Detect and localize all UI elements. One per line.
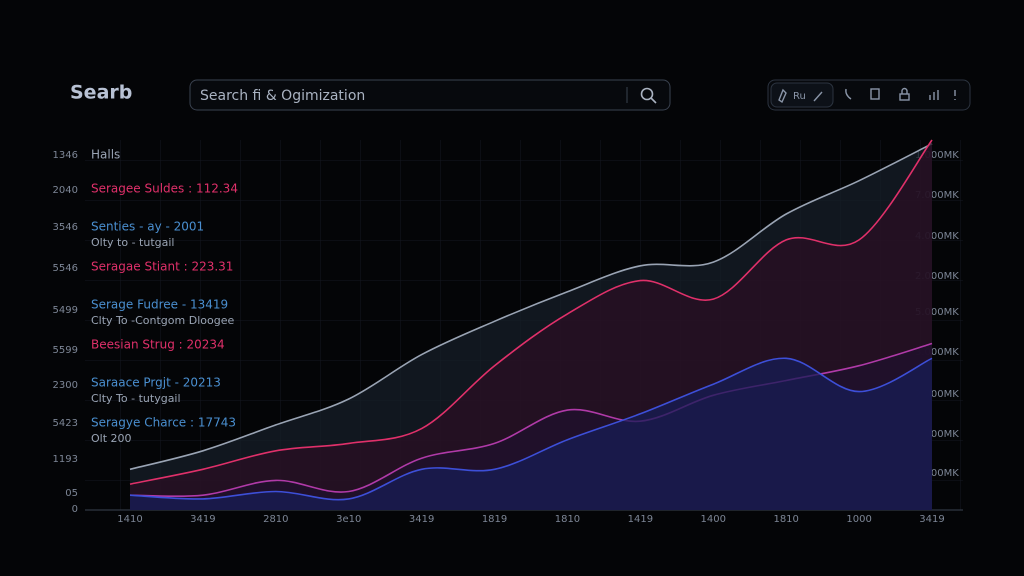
y-label: 05 xyxy=(65,488,78,499)
annotation: Seragye Charce : 17743 xyxy=(91,416,236,430)
app-title: Searb xyxy=(70,82,132,104)
y2-label: 4.000MK xyxy=(915,231,959,242)
annotation: Saraace Prgjt - 20213 xyxy=(91,376,221,390)
annotation: Beesian Strug : 20234 xyxy=(91,338,225,352)
x-tick-label: 1410 xyxy=(117,514,142,525)
x-tick-label: 3e10 xyxy=(336,514,361,525)
x-tick-label: 2810 xyxy=(263,514,288,525)
y-label: 1346 xyxy=(53,150,78,161)
line xyxy=(129,142,933,471)
area xyxy=(130,358,932,510)
annotation: Senties - ay - 2001 xyxy=(91,220,204,234)
y-label: 5423 xyxy=(53,418,78,429)
x-tick-label: 1000 xyxy=(846,514,871,525)
annotation: Serage Fudree - 13419 xyxy=(91,298,228,312)
y-label: 5546 xyxy=(53,263,78,274)
y2-label: 2.000MK xyxy=(915,389,959,400)
y2-label: 1.000MK xyxy=(915,150,959,161)
annotation-sub: Clty To - tutygail xyxy=(91,392,181,405)
y-label: 1193 xyxy=(53,454,78,465)
line xyxy=(129,139,933,485)
toolbar-label: Ru xyxy=(793,91,806,102)
x-tick-label: 1419 xyxy=(628,514,653,525)
x-tick-label: 3419 xyxy=(190,514,215,525)
y2-label: 2.000MK xyxy=(915,271,959,282)
toolbar-icons[interactable] xyxy=(778,87,956,104)
annotation-sub: Olty to - tutgail xyxy=(91,236,174,249)
y-label: 0 xyxy=(72,504,78,515)
annotation-sub: Olt 200 xyxy=(91,432,132,445)
y2-label: 5.000MK xyxy=(915,307,959,318)
y2-label: 7.000MK xyxy=(915,190,959,201)
y-label: 3546 xyxy=(53,222,78,233)
y-label: 2300 xyxy=(53,380,78,391)
toolbar-button[interactable] xyxy=(770,82,834,108)
search-box[interactable] xyxy=(189,79,671,111)
y2-label: 3.000MK xyxy=(915,347,959,358)
search-icon[interactable] xyxy=(640,87,657,104)
annotation: Seragae Stiant : 223.31 xyxy=(91,260,233,274)
line xyxy=(129,357,933,501)
y2-label: 6.000MK xyxy=(915,468,959,479)
y-label: 5599 xyxy=(53,345,78,356)
annotation: Seragee Suldes : 112.34 xyxy=(91,182,238,196)
x-tick-label: 3419 xyxy=(409,514,434,525)
chart-heading: Halls xyxy=(91,148,120,162)
y-label: 5499 xyxy=(53,305,78,316)
x-tick-label: 3419 xyxy=(919,514,944,525)
annotation-sub: Clty To -Contgom Dloogee xyxy=(91,314,234,327)
y2-label: 2.000MK xyxy=(915,429,959,440)
x-tick-label: 1819 xyxy=(482,514,507,525)
x-tick-label: 1400 xyxy=(701,514,726,525)
x-tick-label: 1810 xyxy=(555,514,580,525)
x-tick-label: 1810 xyxy=(773,514,798,525)
y-label: 2040 xyxy=(53,185,78,196)
search-placeholder: Search fi & Ogimization xyxy=(200,88,365,104)
